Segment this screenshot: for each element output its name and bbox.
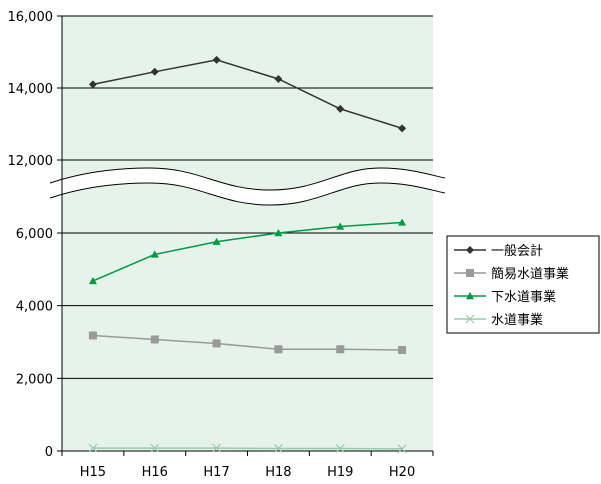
x-marker-stroke: [465, 314, 475, 324]
y-tick-label: 6,000: [16, 227, 53, 242]
legend-label: 一般会計: [491, 243, 543, 259]
y-axis-ticks: 0 2,000 4,000 6,000 12,000 14,000 16,000: [8, 10, 54, 460]
x-tick-label: H17: [203, 465, 229, 480]
legend-item: 一般会計: [454, 243, 543, 259]
data-point: [150, 67, 159, 76]
data-point: [150, 250, 159, 258]
data-point: [336, 222, 345, 230]
data-point: [88, 80, 97, 89]
y-tick-label: 12,000: [8, 154, 54, 169]
axis-break-band: [50, 168, 445, 205]
y-tick-label: 2,000: [16, 372, 53, 387]
data-point: [273, 444, 283, 453]
series-group: [88, 55, 407, 454]
data-point: [398, 124, 407, 133]
series-line: [92, 59, 403, 130]
x-tick-label: H20: [389, 465, 415, 480]
y-tick-label: 0: [45, 445, 53, 460]
series-line: [92, 447, 403, 450]
data-point: [274, 345, 283, 354]
data-point: [335, 444, 345, 453]
legend-swatch-marker: [466, 292, 474, 300]
data-point: [88, 276, 97, 285]
legend-label: 下水道事業: [491, 289, 556, 305]
y-tick-label: 16,000: [8, 10, 54, 25]
data-point: [274, 229, 283, 237]
data-point: [88, 331, 97, 340]
axis-break-line-upper: [49, 167, 446, 191]
legend-label: 簡易水道事業: [491, 266, 569, 282]
data-point: [212, 55, 221, 64]
data-point: [150, 335, 159, 344]
x-marker-stroke: [212, 443, 222, 453]
legend-label: 水道事業: [491, 312, 543, 328]
legend-item: 水道事業: [454, 312, 543, 328]
x-marker-stroke: [150, 443, 160, 453]
series-2: [88, 218, 407, 285]
axis-break-line-lower: [49, 182, 446, 206]
data-point: [150, 443, 160, 453]
x-marker-stroke: [273, 444, 283, 453]
series-line: [92, 334, 403, 351]
legend-swatch-marker: [465, 314, 475, 324]
y-tick-label: 14,000: [8, 82, 54, 97]
data-point: [397, 444, 407, 454]
y-tick-label: 4,000: [16, 300, 53, 315]
axis-break: [49, 167, 446, 206]
data-point: [398, 345, 407, 354]
axes: [57, 15, 434, 456]
x-axis-ticks: H15 H16 H17 H18 H19 H20: [80, 465, 415, 480]
x-marker-stroke: [397, 444, 407, 454]
x-tick-label: H19: [327, 465, 353, 480]
data-point: [398, 218, 407, 226]
data-point: [274, 75, 283, 83]
legend-swatch-marker: [466, 269, 474, 277]
x-marker-stroke: [88, 443, 98, 453]
series-line: [92, 221, 403, 282]
data-point: [212, 443, 222, 453]
data-point: [212, 339, 221, 348]
legend-swatch-marker: [466, 246, 474, 254]
x-marker-stroke: [335, 444, 345, 453]
legend-item: 下水道事業: [454, 289, 556, 305]
data-point: [212, 237, 221, 245]
x-tick-label: H15: [80, 465, 106, 480]
x-tick-label: H18: [265, 465, 291, 480]
legend-item: 簡易水道事業: [454, 266, 569, 282]
x-tick-label: H16: [142, 465, 168, 480]
data-point: [336, 345, 345, 354]
data-point: [336, 104, 345, 113]
series-1: [88, 331, 407, 354]
series-3: [88, 443, 407, 454]
series-0: [88, 55, 407, 133]
data-point: [88, 443, 98, 453]
